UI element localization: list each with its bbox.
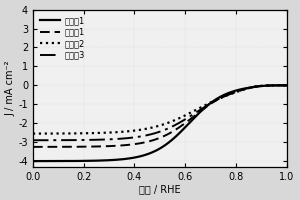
Line: 对比奡2: 对比奡2 <box>33 85 287 134</box>
对比奡3 <box>285 84 289 87</box>
Legend: 实施奡1, 对比奡1, 对比奡2, 对比奡3: 实施奡1, 对比奡1, 对比奡2, 对比奡3 <box>37 14 88 62</box>
实施奡1 <box>201 109 204 111</box>
对比奡2 <box>285 84 289 87</box>
对比奡1 <box>285 84 289 87</box>
对比奡2 <box>201 105 204 108</box>
对比奡2 <box>222 95 226 98</box>
实施奡1 <box>181 129 184 131</box>
Y-axis label: J / mA cm⁻²: J / mA cm⁻² <box>6 60 16 116</box>
对比奡3 <box>146 134 150 136</box>
对比奡1 <box>222 95 226 97</box>
实施奡1 <box>31 160 35 162</box>
对比奡3 <box>31 139 35 141</box>
对比奡2 <box>96 132 100 134</box>
对比奡1 <box>201 108 204 111</box>
对比奡1 <box>31 146 35 148</box>
对比奡2 <box>31 132 35 135</box>
对比奡1 <box>76 146 80 148</box>
实施奡1 <box>76 160 80 162</box>
实施奡1 <box>222 94 226 96</box>
对比奡1 <box>146 140 150 143</box>
对比奡3 <box>76 139 80 141</box>
实施奡1 <box>285 84 289 87</box>
对比奡1 <box>96 145 100 148</box>
实施奡1 <box>96 159 100 162</box>
Line: 对比奡1: 对比奡1 <box>33 85 287 147</box>
X-axis label: 电位 / RHE: 电位 / RHE <box>139 184 181 194</box>
对比奡3 <box>181 120 184 122</box>
对比奡2 <box>76 132 80 135</box>
对比奡1 <box>181 124 184 126</box>
对比奡3 <box>96 139 100 141</box>
对比奡3 <box>222 95 226 98</box>
对比奡3 <box>201 107 204 109</box>
对比奡2 <box>146 127 150 130</box>
对比奡2 <box>181 115 184 118</box>
Line: 实施奡1: 实施奡1 <box>33 85 287 161</box>
实施奡1 <box>146 153 150 155</box>
Line: 对比奡3: 对比奡3 <box>33 85 287 140</box>
